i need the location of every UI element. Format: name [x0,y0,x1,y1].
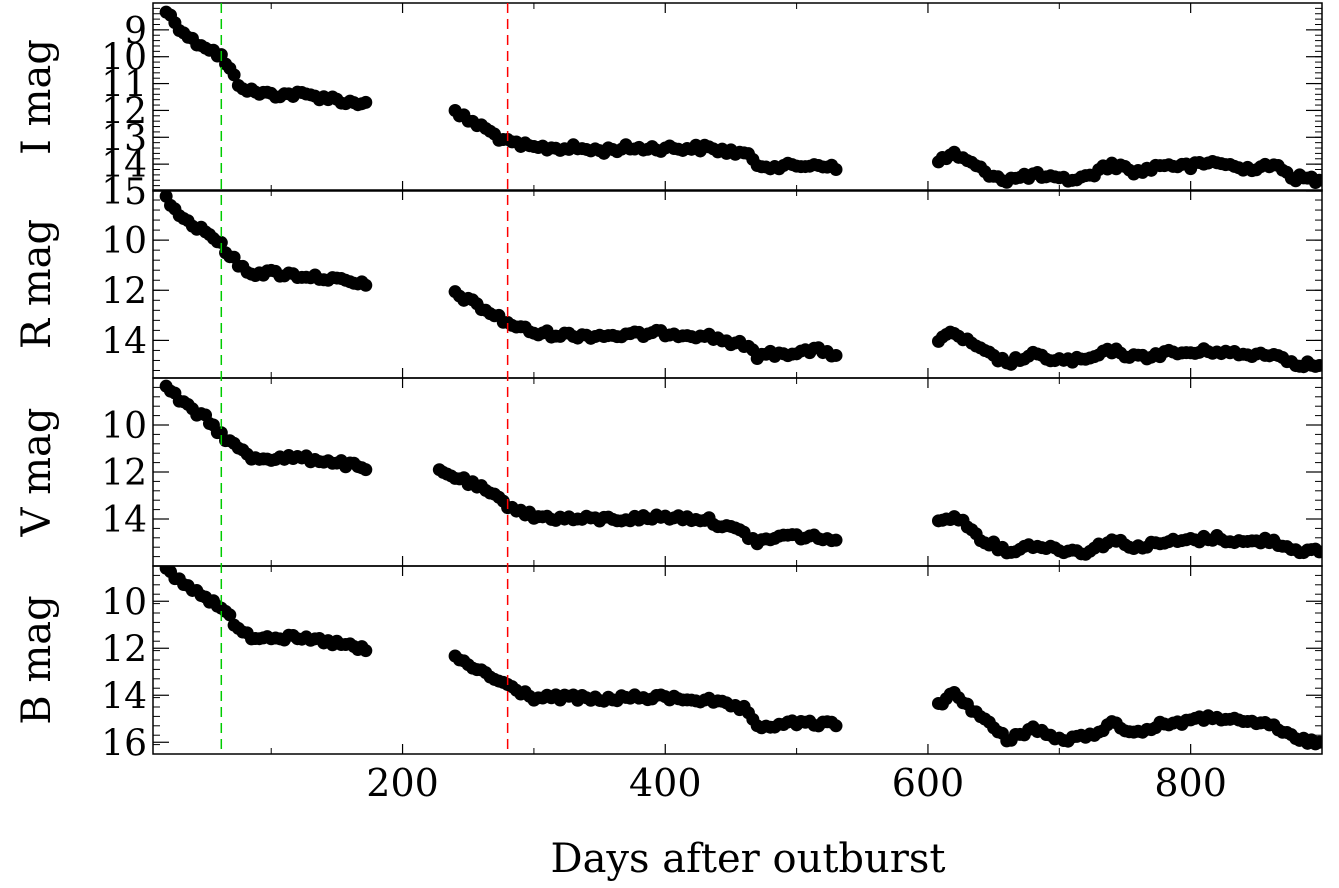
data-point [359,95,373,109]
data-point [829,719,843,733]
x-axis-label: Days after outburst [551,836,946,882]
panel-r-band: 10 12 14 R mag [14,189,1323,379]
y-tick-label: 11 [101,65,147,106]
x-axis: 200 400 600 800 [366,761,1227,805]
data-point [829,533,843,547]
y-tick-label: 10 [101,221,147,262]
data-points [159,190,1322,374]
y-tick-label: 10 [101,38,147,79]
data-point [214,236,228,250]
y-tick-label: 12 [101,91,147,132]
x-tick-label: 600 [892,761,965,805]
data-points [159,5,1322,189]
data-point [359,463,373,477]
data-point [829,163,843,177]
x-tick-label: 200 [366,761,439,805]
y-tick-label: 12 [101,453,147,494]
panel-b-band: 10 12 14 16 B mag [14,565,1323,764]
y-tick-label: 12 [101,271,147,312]
y-axis-label: R mag [14,219,60,349]
x-tick-label: 800 [1154,761,1227,805]
data-point [223,608,237,622]
data-point [1312,735,1322,749]
panel-frame [152,2,1323,192]
data-point [1312,358,1322,372]
y-tick-label: 14 [101,321,147,362]
data-point [359,644,373,658]
y-tick-label: 14 [101,676,147,717]
y-tick-label: 10 [101,406,147,447]
y-axis-label: V mag [14,408,60,538]
data-point [829,348,843,362]
y-tick-label: 9 [124,11,147,52]
data-points [159,566,1322,751]
y-tick-label: 15 [101,172,147,213]
y-axis-label: B mag [14,595,60,725]
data-point [1312,545,1322,559]
x-tick-label: 400 [629,761,702,805]
data-point [227,68,241,82]
y-tick-label: 12 [101,629,147,670]
panel-v-band: 10 12 14 V mag [14,377,1323,567]
y-tick-label: 14 [101,500,147,541]
y-tick-label: 14 [101,145,147,186]
y-axis-label: I mag [14,39,60,155]
y-tick-label: 10 [101,582,147,623]
y-tick-label: 16 [101,723,147,764]
y-tick-label: 13 [101,118,147,159]
data-point [359,278,373,292]
reference-lines-layer [220,3,509,754]
data-point [1312,173,1322,187]
data-points [159,379,1322,561]
